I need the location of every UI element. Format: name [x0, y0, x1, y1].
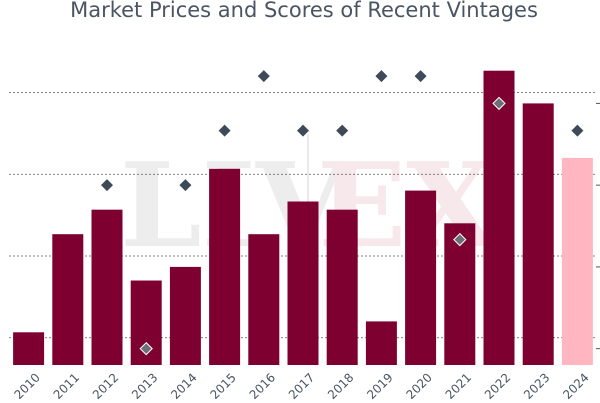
x-tick-label: 2014: [168, 370, 199, 401]
bar-2021: [444, 223, 476, 365]
x-tick-label: 2020: [403, 370, 434, 401]
bar-2010: [13, 332, 45, 365]
score-marker-2022: [492, 96, 506, 111]
bar-2015: [209, 168, 241, 365]
score-marker-2017: [297, 124, 309, 137]
score-marker-2014: [179, 179, 192, 192]
score-marker-2024: [571, 124, 584, 137]
bar-2022: [483, 70, 515, 365]
bar-2023: [522, 103, 554, 366]
bar-2014: [169, 266, 201, 365]
x-tick-label: 2011: [51, 370, 82, 401]
x-tick-label: 2021: [443, 370, 474, 401]
score-marker-2013: [139, 341, 153, 356]
x-tick-label: 2018: [325, 370, 356, 401]
score-marker-2015: [218, 124, 231, 137]
bar-2020: [405, 190, 437, 365]
bar-2012: [91, 209, 123, 365]
score-marker-2021: [453, 232, 467, 247]
bar-2018: [326, 209, 358, 365]
score-markers: [101, 70, 584, 356]
x-tick-label: 2015: [207, 370, 238, 401]
x-tick-label: 2023: [521, 370, 552, 401]
x-tick-label: 2024: [560, 370, 591, 401]
x-tick-label: 2022: [482, 370, 513, 401]
x-axis: 2010 2011 2012 2013 2014 2015 2016 2017 2018 2019…: [11, 370, 591, 401]
bar-2011: [52, 234, 84, 365]
x-tick-label: 2016: [247, 370, 278, 401]
bar-series: [13, 70, 593, 366]
x-tick-label: 2017: [286, 370, 317, 401]
bar-2019: [365, 321, 397, 365]
chart-title: Market Prices and Scores of Recent Vinta…: [70, 0, 538, 22]
x-tick-label: 2013: [129, 370, 160, 401]
score-marker-2016: [257, 70, 270, 83]
score-marker-2020: [414, 70, 427, 83]
x-tick-label: 2012: [90, 370, 121, 401]
bar-2017: [287, 201, 319, 365]
bar-2016: [248, 234, 280, 365]
score-marker-2019: [375, 70, 388, 83]
bar-2024: [561, 157, 593, 365]
score-marker-2018: [336, 124, 349, 137]
score-marker-2012: [101, 179, 113, 192]
x-tick-label: 2019: [364, 370, 395, 401]
x-tick-label: 2010: [11, 370, 42, 401]
